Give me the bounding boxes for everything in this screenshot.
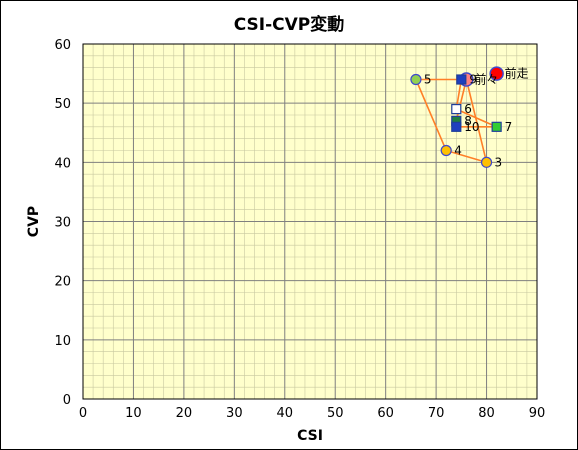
x-tick-label: 60 (377, 406, 394, 421)
grid-lines (82, 43, 538, 400)
point-marker (440, 144, 452, 157)
x-tick-label: 0 (79, 406, 87, 421)
point-label: 5 (424, 73, 432, 87)
point-label: 6 (464, 102, 472, 116)
x-tick-label: 80 (478, 406, 495, 421)
tick-labels: 0 10 20 30 40 50 60 70 80 90 0 10 20 30 40 50 60 (54, 38, 545, 421)
point-marker (410, 73, 422, 86)
point-marker (480, 156, 493, 168)
y-tick-label: 30 (54, 216, 71, 231)
y-tick-label: 40 (54, 156, 71, 171)
y-tick-label: 20 (54, 275, 71, 290)
x-tick-label: 30 (226, 406, 243, 421)
point-label: 7 (505, 120, 513, 134)
point-label: 前々 (474, 72, 498, 87)
y-tick-label: 0 (63, 393, 71, 408)
y-tick-label: 10 (54, 334, 71, 349)
y-axis-label: CVP (26, 206, 42, 237)
x-tick-label: 20 (176, 406, 193, 421)
x-tick-label: 50 (327, 406, 344, 421)
x-tick-label: 90 (529, 406, 546, 421)
point-label: 9 (469, 73, 477, 87)
point-label: 8 (464, 114, 472, 128)
point-marker (451, 121, 462, 132)
point-label: 10 (464, 120, 479, 134)
chart-title: CSI-CVP変動 (233, 15, 345, 35)
point-marker (456, 74, 467, 85)
point-label: 4 (454, 144, 462, 158)
y-tick-label: 60 (54, 38, 71, 53)
y-tick-label: 50 (54, 97, 71, 112)
point-marker (451, 103, 462, 115)
point-label: 3 (495, 155, 503, 169)
plot-border (82, 43, 538, 400)
point-marker (489, 66, 504, 81)
point-marker (491, 121, 502, 132)
x-tick-label: 10 (125, 406, 142, 421)
x-tick-label: 70 (428, 406, 445, 421)
point-label: 前走 (505, 66, 529, 81)
x-tick-label: 40 (277, 406, 294, 421)
x-axis-label: CSI (297, 428, 323, 444)
